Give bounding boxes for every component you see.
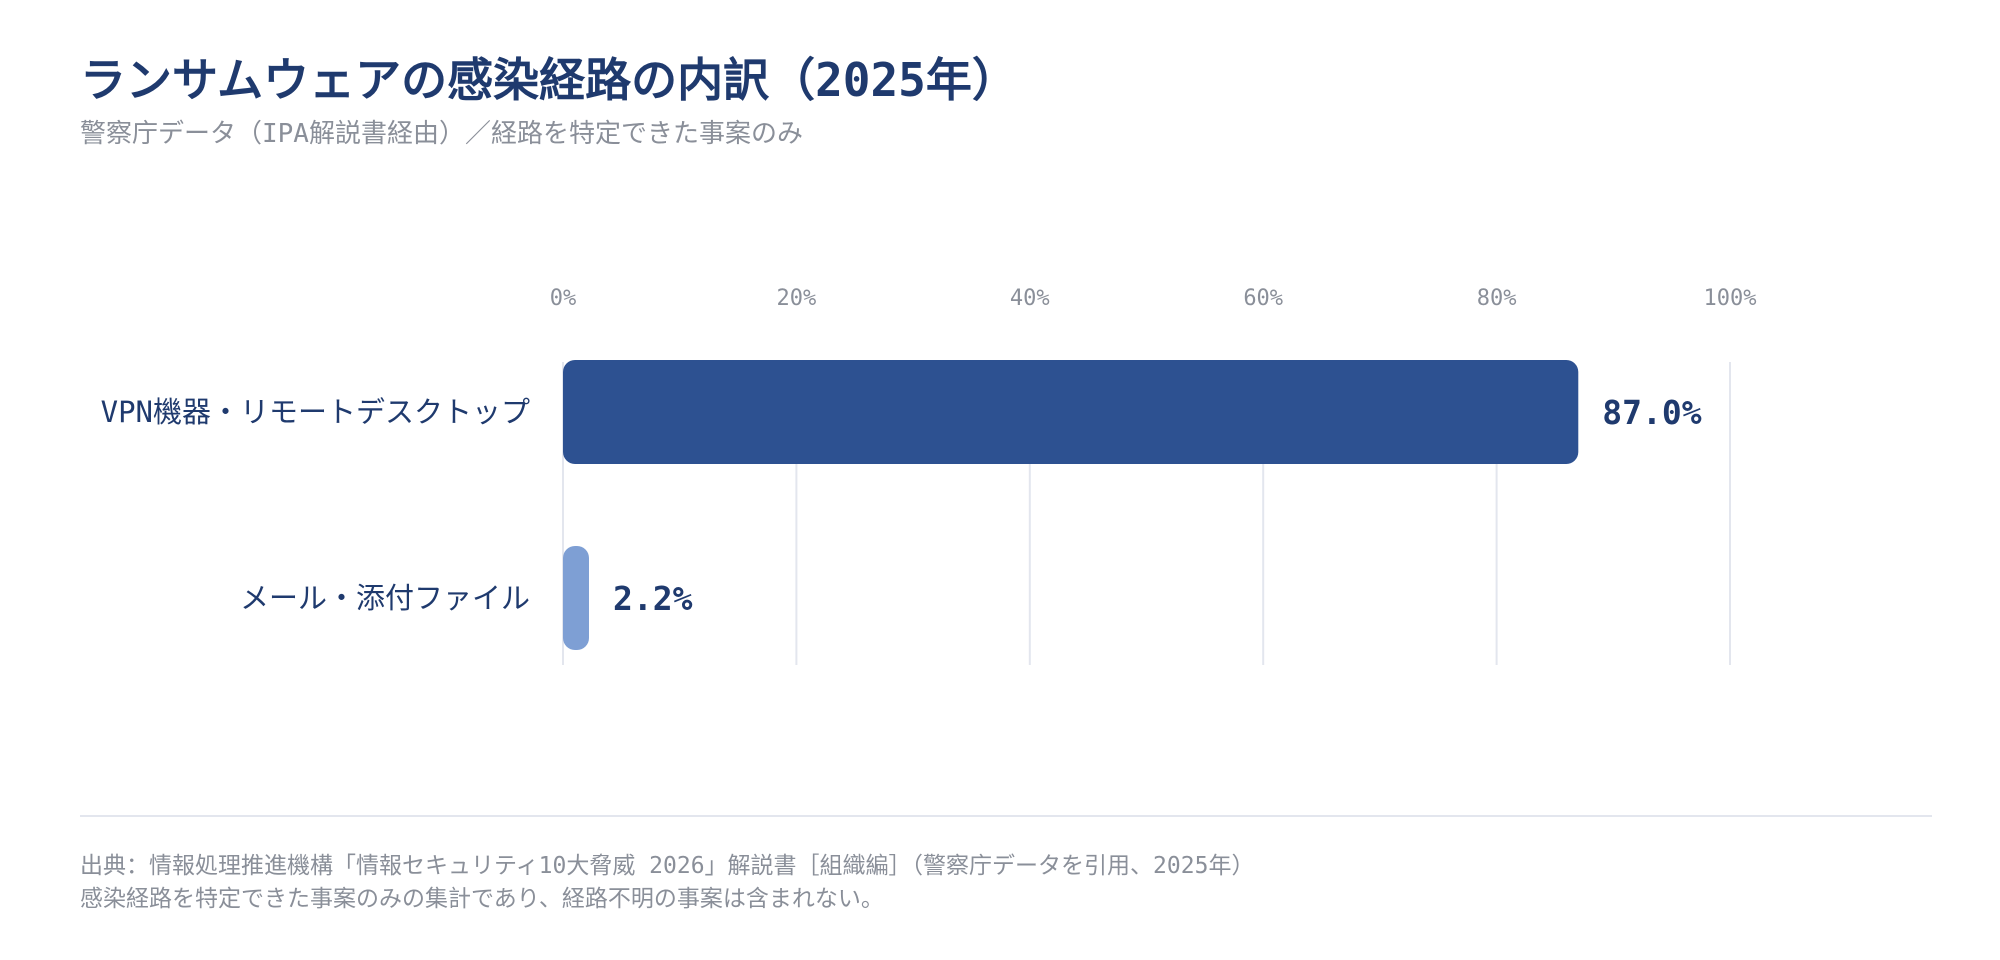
x-tick-label: 40% <box>1010 286 1050 311</box>
source-line-1: 出典：情報処理推進機構「情報セキュリティ10大脅威 2026」解説書［組織編］（… <box>80 853 1255 879</box>
chart-title: ランサムウェアの感染経路の内訳（2025年） <box>80 53 1018 107</box>
x-tick-label: 100% <box>1704 286 1757 311</box>
category-label: メール・添付ファイル <box>240 581 530 615</box>
bar-chart: 0% 20% 40% 60% 80% 100% VPN機器・リモートデスクトップ 87.0% メ… <box>101 286 1757 665</box>
category-label: VPN機器・リモートデスクトップ <box>101 395 530 429</box>
source-line-2: 感染経路を特定できた事案のみの集計であり、経路不明の事案は含まれない。 <box>80 886 884 912</box>
source-note: 出典：情報処理推進機構「情報セキュリティ10大脅威 2026」解説書［組織編］（… <box>80 850 1254 916</box>
x-tick-label: 0% <box>550 286 577 311</box>
value-label: 87.0% <box>1602 393 1701 432</box>
footer-divider <box>80 815 1932 817</box>
value-label: 2.2% <box>613 579 693 618</box>
x-tick-label: 20% <box>777 286 817 311</box>
chart-subtitle: 警察庁データ（IPA解説書経由）／経路を特定できた事案のみ <box>80 119 803 149</box>
x-tick-label: 60% <box>1243 286 1283 311</box>
bar <box>563 546 589 650</box>
x-tick-label: 80% <box>1477 286 1517 311</box>
bar <box>563 360 1579 464</box>
